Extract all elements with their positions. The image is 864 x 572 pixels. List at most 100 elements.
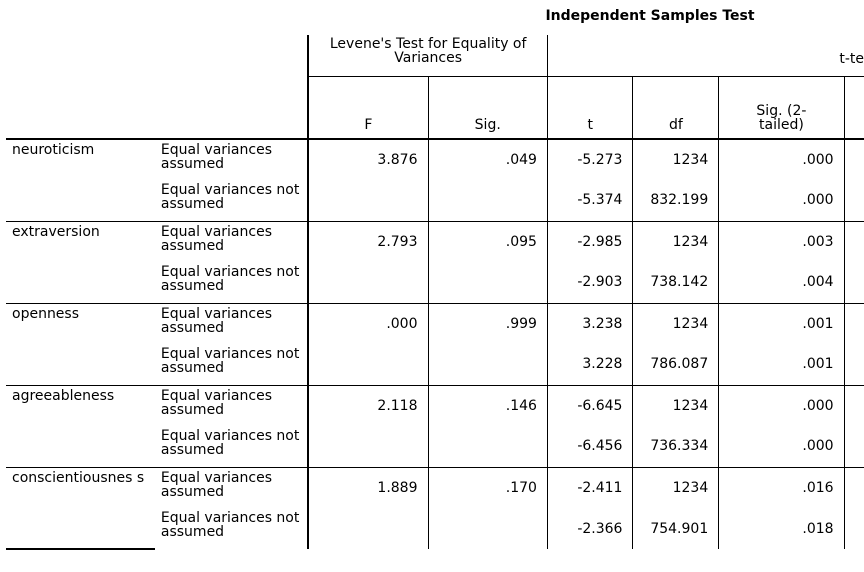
- variable-name: neuroticism: [12, 142, 95, 158]
- assumption-label: Equal variances not assumed: [160, 182, 300, 212]
- levene-sig-value: .049: [427, 139, 548, 180]
- cut-cell: [843, 508, 864, 549]
- levene-sig-value: [427, 262, 548, 303]
- t-value: -2.903: [546, 262, 633, 303]
- variable-name: openness: [6, 302, 155, 385]
- levene-sig-value: .146: [427, 384, 548, 426]
- variable-name: agreeableness: [6, 384, 155, 467]
- assumption-label: Equal variances not assumed: [160, 346, 300, 376]
- levene-f-value: .000: [307, 302, 428, 344]
- col-header-f: F: [307, 76, 428, 140]
- col-header-sig: Sig.: [427, 76, 548, 140]
- assumption-label: Equal variances not assumed: [160, 428, 300, 458]
- levene-sig-value: [427, 508, 548, 549]
- sig-2-tailed-value: .018: [718, 508, 845, 549]
- levene-sig-value: [427, 344, 548, 385]
- cut-cell: [843, 384, 864, 426]
- cut-cell: [843, 426, 864, 467]
- col-header-sig-2-tailed: Sig. (2-tailed): [718, 76, 845, 140]
- levene-sig-value: .095: [427, 220, 548, 262]
- t-value: -2.985: [546, 220, 633, 262]
- sig-2-tailed-value: .003: [718, 220, 845, 262]
- table-row: neuroticism Equal variances assumed 3.876.…: [6, 139, 864, 180]
- sig-2-tailed-value: .000: [718, 139, 845, 180]
- levene-f-value: [307, 262, 428, 303]
- table-row: extraversion Equal variances assumed 2.793…: [6, 220, 864, 303]
- t-value: -2.411: [546, 466, 633, 508]
- independent-samples-test-table: Levene's Test for Equality of Variances …: [6, 35, 864, 550]
- sig-2-tailed-value: .001: [718, 344, 845, 385]
- table-row: Equal variances not assumed -2.903 738.142…: [6, 262, 864, 303]
- col-header-df: df: [632, 76, 719, 140]
- corner-cell-3: [6, 76, 155, 140]
- levene-f-value: [307, 180, 428, 221]
- col-header-cut: [843, 76, 864, 140]
- table-row: Equal variances not assumed -2.366 754.901…: [6, 508, 864, 549]
- df-value: 754.901: [632, 508, 719, 549]
- t-value: -5.374: [546, 180, 633, 221]
- sig-2-tailed-value: .004: [718, 262, 845, 303]
- cut-cell: [843, 180, 864, 221]
- assumption-label: Equal variances assumed: [154, 220, 309, 262]
- cut-cell: [843, 139, 864, 180]
- assumption-label: Equal variances not assumed: [160, 264, 300, 294]
- sig-2-tailed-value: .000: [718, 180, 845, 221]
- df-value: 1234: [632, 220, 719, 262]
- levene-sig-value: .170: [427, 466, 548, 508]
- levene-f-value: 2.118: [307, 384, 428, 426]
- df-value: 832.199: [632, 180, 719, 221]
- sig-2-tailed-value: .001: [718, 302, 845, 344]
- assumption-label: Equal variances assumed: [154, 384, 309, 426]
- table-row: agreeableness Equal variances assumed 2.11…: [6, 384, 864, 467]
- t-value: 3.228: [546, 344, 633, 385]
- assumption-label: Equal variances assumed: [160, 142, 272, 172]
- cut-cell: [843, 220, 864, 262]
- table-title: Independent Samples Test: [545, 8, 755, 24]
- df-value: 738.142: [632, 262, 719, 303]
- assumption-label: Equal variances not assumed: [160, 510, 300, 540]
- cut-cell: [843, 466, 864, 508]
- ttest-header: t-te: [546, 35, 864, 77]
- variable-name: conscientiousnes s: [6, 466, 155, 550]
- df-value: 736.334: [632, 426, 719, 467]
- sig-2-tailed-value: .000: [718, 426, 845, 467]
- variable-name: extraversion: [6, 220, 155, 303]
- corner-cell: [6, 35, 155, 76]
- levene-sig-value: .999: [427, 302, 548, 344]
- assumption-label: Equal variances assumed: [154, 302, 309, 344]
- assumption-label: Equal variances assumed: [154, 466, 309, 508]
- df-value: 1234: [632, 139, 719, 180]
- levene-f-value: [307, 508, 428, 549]
- levene-sig-value: [427, 426, 548, 467]
- table-row: Equal variances not assumed -6.456 736.334…: [6, 426, 864, 467]
- levene-f-value: 3.876: [307, 139, 428, 180]
- corner-cell-4: [154, 76, 309, 140]
- table-row: Equal variances not assumed 3.228 786.087.…: [6, 344, 864, 385]
- df-value: 1234: [632, 384, 719, 426]
- table-row: conscientiousnes s Equal variances assume…: [6, 466, 864, 550]
- t-value: -5.273: [546, 139, 633, 180]
- corner-cell-2: [155, 35, 308, 76]
- levene-f-value: 1.889: [307, 466, 428, 508]
- sig-2-tailed-value: .000: [718, 384, 845, 426]
- levene-f-value: 2.793: [307, 220, 428, 262]
- t-value: 3.238: [546, 302, 633, 344]
- t-value: -2.366: [546, 508, 633, 549]
- table-row: openness Equal variances assumed .000.999 3…: [6, 302, 864, 385]
- levene-header: Levene's Test for Equality of Variances: [307, 35, 548, 77]
- df-value: 1234: [632, 302, 719, 344]
- table-row: Equal variances not assumed -5.374 832.199…: [6, 180, 864, 221]
- cut-cell: [843, 302, 864, 344]
- cut-cell: [843, 262, 864, 303]
- sig-2-tailed-value: .016: [718, 466, 845, 508]
- t-value: -6.456: [546, 426, 633, 467]
- levene-f-value: [307, 344, 428, 385]
- levene-f-value: [307, 426, 428, 467]
- df-value: 1234: [632, 466, 719, 508]
- cut-cell: [843, 344, 864, 385]
- levene-sig-value: [427, 180, 548, 221]
- t-value: -6.645: [546, 384, 633, 426]
- col-header-t: t: [546, 76, 633, 140]
- df-value: 786.087: [632, 344, 719, 385]
